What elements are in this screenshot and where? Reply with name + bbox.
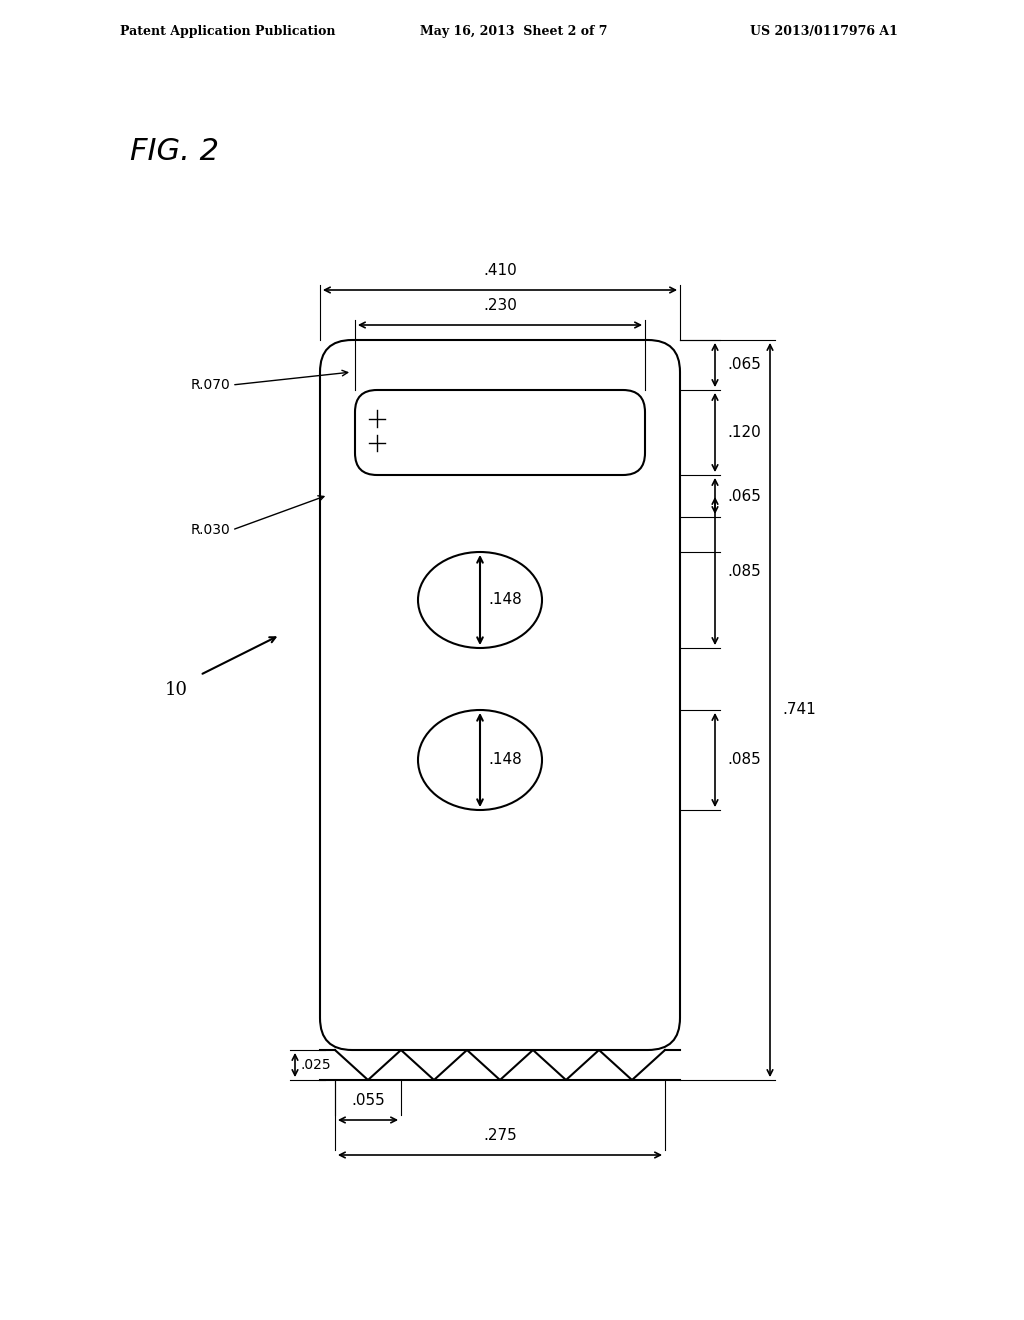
Text: .065: .065 [727,358,761,372]
Text: .085: .085 [727,564,761,578]
Text: .410: .410 [483,263,517,279]
Text: .120: .120 [727,425,761,440]
Text: .085: .085 [727,752,761,767]
Text: .275: .275 [483,1129,517,1143]
Text: R.030: R.030 [190,523,230,537]
Text: R.070: R.070 [190,378,230,392]
Text: .065: .065 [727,488,761,503]
Text: May 16, 2013  Sheet 2 of 7: May 16, 2013 Sheet 2 of 7 [420,25,607,38]
Text: FIG. 2: FIG. 2 [130,137,219,166]
Text: Patent Application Publication: Patent Application Publication [120,25,336,38]
Text: .055: .055 [351,1093,385,1107]
Text: 10: 10 [165,681,188,700]
Text: .230: .230 [483,298,517,313]
Text: .025: .025 [300,1059,331,1072]
Text: .148: .148 [488,752,522,767]
Text: .148: .148 [488,593,522,607]
Text: .741: .741 [782,702,816,718]
Text: US 2013/0117976 A1: US 2013/0117976 A1 [750,25,898,38]
